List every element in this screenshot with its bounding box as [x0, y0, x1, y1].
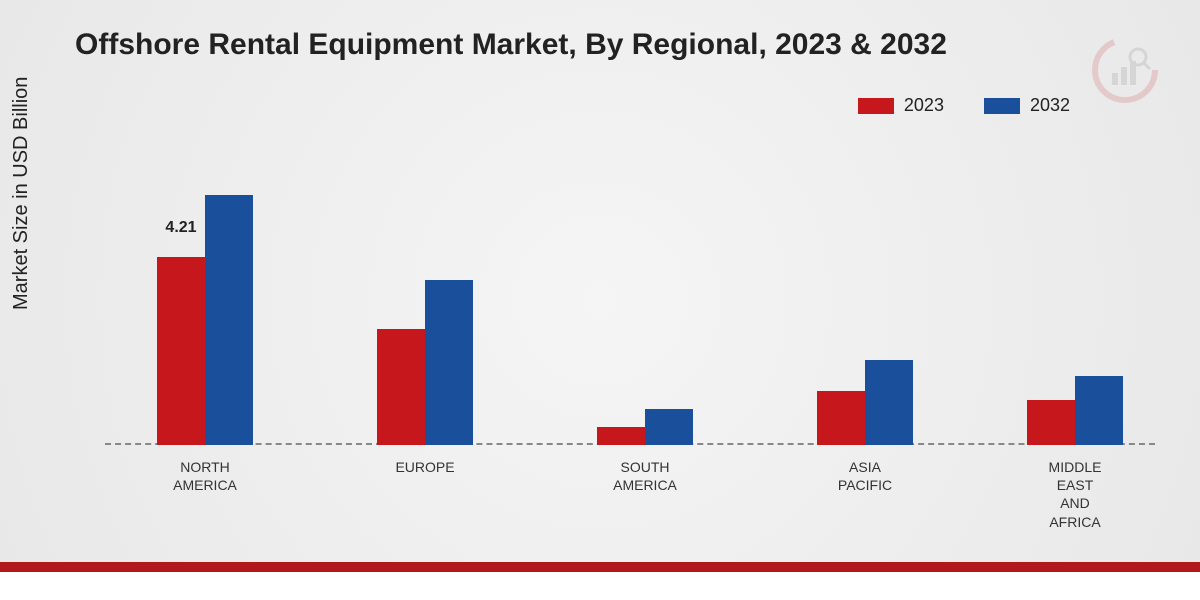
bar-2032: [645, 409, 693, 445]
bar-2032: [425, 280, 473, 445]
legend-item-2032: 2032: [984, 95, 1070, 116]
watermark-logo: [1090, 35, 1160, 105]
legend-label-2023: 2023: [904, 95, 944, 116]
x-axis-category-label: SOUTH AMERICA: [613, 458, 677, 494]
legend-label-2032: 2032: [1030, 95, 1070, 116]
legend-item-2023: 2023: [858, 95, 944, 116]
bar-2032: [865, 360, 913, 445]
legend-swatch-2023: [858, 98, 894, 114]
bar-2023: [1027, 400, 1075, 445]
bar-2032: [1075, 376, 1123, 445]
x-axis-category-label: MIDDLE EAST AND AFRICA: [1049, 458, 1102, 531]
x-axis-labels: NORTH AMERICA EUROPE SOUTH AMERICA ASIA PAC…: [105, 450, 1155, 540]
chart-plot-area: 4.21: [105, 155, 1155, 445]
x-axis-category-label: EUROPE: [395, 458, 454, 476]
legend: 2023 2032: [858, 95, 1070, 116]
chart-title: Offshore Rental Equipment Market, By Reg…: [75, 28, 947, 62]
x-axis-category-label: ASIA PACIFIC: [838, 458, 892, 494]
legend-swatch-2032: [984, 98, 1020, 114]
y-axis-label: Market Size in USD Billion: [10, 77, 33, 310]
x-axis-category-label: NORTH AMERICA: [173, 458, 237, 494]
bar-2023: [817, 391, 865, 445]
bar-2023: [597, 427, 645, 445]
bar-value-label: 4.21: [165, 219, 196, 237]
footer-bar: [0, 562, 1200, 600]
bar-2023: [377, 329, 425, 445]
bar-2032: [205, 195, 253, 445]
bar-2023: [157, 257, 205, 445]
